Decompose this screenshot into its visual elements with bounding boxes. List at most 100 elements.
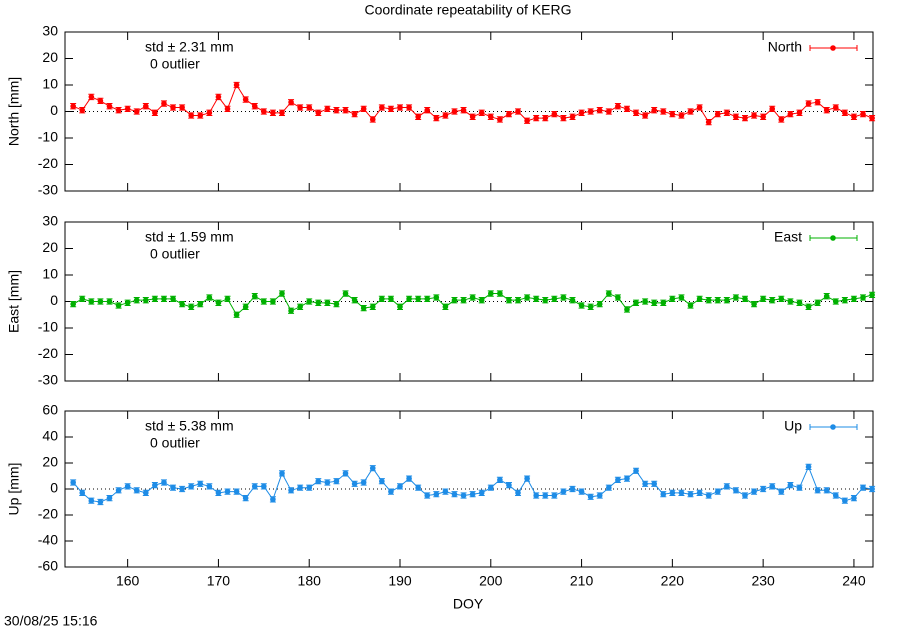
data-point — [152, 296, 158, 302]
data-point — [733, 114, 739, 120]
y-tick-label: 10 — [42, 76, 58, 92]
data-point — [233, 82, 240, 88]
data-point — [469, 491, 476, 498]
y-tick-label: 20 — [42, 239, 58, 255]
data-point — [478, 490, 485, 496]
data-point — [842, 297, 848, 303]
data-point — [351, 297, 358, 303]
data-point — [760, 486, 766, 492]
data-point — [188, 112, 194, 119]
data-point — [369, 304, 376, 310]
outlier-annotation: 0 outlier — [150, 56, 200, 72]
data-point — [224, 106, 231, 112]
data-point — [596, 107, 603, 113]
data-point — [270, 496, 276, 503]
legend-swatch-point — [830, 45, 836, 51]
data-point — [333, 478, 340, 485]
data-point — [415, 484, 421, 491]
data-point — [633, 300, 639, 306]
data-point — [642, 298, 648, 305]
data-point — [406, 296, 412, 302]
data-point — [769, 106, 776, 112]
data-point — [369, 116, 376, 123]
data-point — [442, 112, 449, 119]
data-point — [433, 294, 440, 301]
data-point — [133, 108, 140, 115]
y-tick-label: -10 — [38, 129, 58, 145]
data-point — [152, 110, 158, 116]
legend-swatch-point — [830, 424, 836, 430]
data-point — [660, 491, 667, 498]
data-point — [778, 488, 785, 495]
data-point — [433, 115, 440, 121]
y-tick-label: 10 — [42, 266, 58, 282]
y-tick-label: -40 — [38, 532, 58, 548]
data-point — [823, 487, 830, 494]
data-point — [460, 492, 467, 499]
data-point — [587, 108, 594, 115]
data-point — [215, 300, 222, 306]
data-point — [143, 297, 149, 303]
x-tick-label: 220 — [661, 573, 685, 589]
data-point — [342, 290, 349, 297]
data-point — [696, 104, 703, 111]
data-point — [642, 481, 648, 487]
data-point — [560, 294, 567, 301]
data-point — [506, 297, 512, 303]
y-tick-label: 0 — [50, 102, 58, 118]
data-point — [606, 290, 612, 297]
data-point — [388, 296, 394, 302]
y-tick-label: 20 — [42, 49, 58, 65]
data-point — [478, 297, 485, 303]
x-tick-label: 160 — [116, 573, 140, 589]
data-point — [860, 111, 866, 117]
std-annotation: std ± 1.59 mm — [145, 229, 234, 245]
data-point — [660, 300, 667, 306]
data-point — [415, 296, 421, 302]
data-point — [206, 294, 213, 301]
y-tick-label: -30 — [38, 182, 58, 198]
data-point — [106, 103, 113, 109]
data-point — [170, 296, 176, 302]
legend-label: North — [768, 39, 802, 55]
data-point — [497, 477, 503, 483]
data-point — [760, 114, 766, 120]
data-point — [506, 111, 512, 117]
data-point — [451, 297, 458, 303]
data-point — [143, 103, 149, 109]
data-point — [624, 306, 630, 313]
data-point — [379, 104, 385, 111]
std-annotation: std ± 2.31 mm — [145, 39, 234, 55]
data-point — [360, 479, 367, 486]
data-point — [696, 490, 703, 496]
data-point — [88, 94, 95, 100]
data-point — [97, 298, 104, 305]
data-point — [569, 486, 576, 492]
legend-swatch-point — [830, 235, 836, 241]
data-point — [805, 100, 812, 107]
data-point — [569, 114, 576, 120]
data-point — [787, 298, 794, 305]
data-point — [342, 470, 349, 477]
data-point — [515, 297, 521, 303]
data-point — [197, 481, 204, 487]
data-point — [70, 479, 76, 486]
data-point — [369, 465, 376, 472]
data-point — [687, 302, 694, 309]
data-point — [288, 99, 294, 106]
data-point — [842, 110, 848, 116]
y-tick-label: -60 — [38, 558, 58, 574]
data-point — [397, 304, 403, 310]
data-point — [106, 495, 113, 501]
data-point — [88, 497, 95, 504]
y-tick-label: 0 — [50, 480, 58, 496]
data-point — [161, 296, 167, 302]
data-point — [633, 468, 639, 474]
data-point — [170, 484, 176, 491]
data-point — [669, 296, 676, 302]
data-point — [851, 296, 857, 302]
data-point — [742, 296, 748, 302]
data-point — [606, 484, 612, 491]
y-tick-label: 40 — [42, 428, 58, 444]
x-axis-label: DOY — [453, 596, 484, 612]
